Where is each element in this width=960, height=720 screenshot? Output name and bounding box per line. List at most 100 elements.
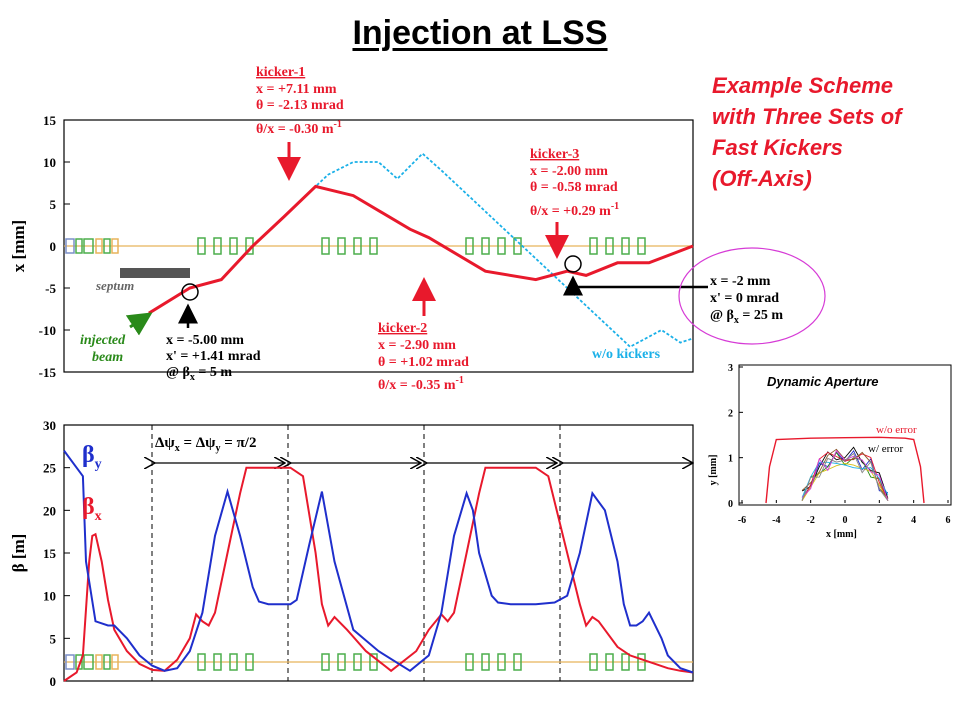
injection-point-text: x = -5.00 mm x' = +1.41 mrad @ βx = 5 m: [166, 333, 261, 383]
y-tick-label: 20: [43, 503, 56, 518]
legend-beta-x: βx: [82, 494, 102, 524]
kicker-1-name: kicker-1: [256, 65, 305, 80]
y-tick-label: 10: [43, 589, 56, 604]
dynamic-aperture-inset: Dynamic Aperture -6 -4 -2 0 2 4 6 0 1 2 3 x [mm] y…: [708, 363, 952, 540]
inj-xp: x' = +1.41 mrad: [166, 349, 261, 364]
da-title: Dynamic Aperture: [767, 374, 879, 389]
scheme-line: with Three Sets of: [712, 104, 902, 129]
kicker-1-label: kicker-1 x = +7.11 mm θ = -2.13 mrad θ/x…: [256, 65, 344, 137]
kicker-3-ratio: θ/x = +0.29 m-1: [530, 201, 619, 219]
kicker-3-theta: θ = -0.58 mrad: [530, 180, 618, 195]
orbit-kicked-line: [148, 184, 694, 315]
magnet: [497, 653, 506, 671]
septum-label: septum: [95, 278, 134, 293]
magnet: [621, 653, 630, 671]
scheme-description: Example Scheme with Three Sets of Fast K…: [712, 70, 952, 194]
beta-y-label: β [m]: [9, 534, 28, 573]
magnet: [111, 238, 119, 254]
da-x-tick-label: 0: [843, 515, 848, 526]
da-seed-line: [801, 452, 889, 501]
inj-beta: @ βx = 5 m: [166, 365, 232, 383]
magnet: [481, 237, 490, 255]
da-y-tick-label: 0: [728, 499, 733, 510]
y-tick-label: -10: [39, 323, 56, 338]
y-tick-label: 0: [50, 674, 57, 689]
target-point-text: x = -2 mm x' = 0 mrad @ βx = 25 m: [710, 274, 783, 326]
da-curves: [765, 436, 925, 504]
da-label-no-error: w/o error: [876, 424, 917, 436]
legend-beta-y: βy: [82, 442, 102, 472]
magnet: [95, 654, 103, 670]
magnet: [465, 653, 474, 671]
target-xp: x' = 0 mrad: [710, 291, 779, 306]
magnet: [353, 237, 362, 255]
beta-panel: 30 25 20 15 10 5 0 β [m] Δψx = Δψy = π/2 βy βx: [9, 418, 693, 689]
target-highlight-ellipse: [678, 247, 826, 345]
magnet: [103, 654, 111, 670]
magnet: [65, 238, 75, 254]
magnet: [83, 238, 94, 254]
kicker-2-name: kicker-2: [378, 321, 427, 336]
beta-y-line: [63, 450, 694, 674]
injected-beam-arrow: [125, 312, 153, 336]
magnet: [637, 653, 646, 671]
target-x: x = -2 mm: [710, 274, 771, 289]
magnet: [111, 654, 119, 670]
orbit-curves: [148, 152, 694, 348]
y-tick-label: 10: [43, 155, 56, 170]
orbit-panel: 15 10 5 0 -5 -10 -15 x [mm] septum injected be…: [9, 65, 826, 393]
magnet: [229, 653, 238, 671]
y-tick-label: -5: [45, 281, 56, 296]
magnet: [197, 653, 206, 671]
kicker-3-label: kicker-3 x = -2.00 mm θ = -0.58 mrad θ/x…: [530, 147, 619, 219]
y-tick-label: 25: [43, 461, 57, 476]
period-dividers: [151, 425, 561, 681]
magnet: [229, 237, 238, 255]
da-x-tick-label: 4: [911, 515, 916, 526]
magnet: [605, 237, 614, 255]
phase-advance-label: Δψx = Δψy = π/2: [155, 435, 256, 454]
magnet: [621, 237, 630, 255]
magnet: [75, 654, 83, 670]
target-point-arrow: [563, 275, 708, 296]
da-label-with-error: w/ error: [868, 443, 903, 455]
da-axes: -6 -4 -2 0 2 4 6 0 1 2 3: [728, 363, 951, 526]
da-y-tick-label: 3: [728, 363, 733, 374]
magnet: [353, 653, 362, 671]
magnet: [95, 238, 103, 254]
magnet: [589, 237, 598, 255]
magnet: [637, 237, 646, 255]
magnet: [321, 653, 330, 671]
y-tick-label: 5: [50, 631, 57, 646]
da-x-tick-label: -6: [738, 515, 746, 526]
da-plot-frame: [738, 364, 952, 506]
y-tick-label: -15: [39, 365, 57, 380]
magnet: [213, 237, 222, 255]
magnet: [513, 237, 522, 255]
y-tick-label: 0: [50, 239, 57, 254]
page-title: Injection at LSS: [352, 14, 608, 52]
magnet: [83, 654, 94, 670]
magnet: [465, 237, 474, 255]
da-x-tick-label: 6: [946, 515, 951, 526]
beta-x-line: [63, 466, 694, 682]
magnet: [337, 237, 346, 255]
y-tick-label: 15: [43, 113, 57, 128]
kicker-2-theta: θ = +1.02 mrad: [378, 355, 469, 370]
kicker-1-theta: θ = -2.13 mrad: [256, 98, 344, 113]
y-tick-label: 30: [43, 418, 56, 433]
beta-y-axis: 30 25 20 15 10 5 0: [43, 418, 70, 689]
magnet: [497, 237, 506, 255]
da-y-label: y [mm]: [708, 455, 719, 486]
kicker-2-ratio: θ/x = -0.35 m-1: [378, 375, 464, 393]
no-kick-label: w/o kickers: [592, 347, 661, 362]
magnet: [589, 653, 598, 671]
magnet: [369, 237, 378, 255]
magnet: [65, 654, 75, 670]
magnet: [321, 237, 330, 255]
da-x-tick-label: -4: [772, 515, 780, 526]
injected-label-1: injected: [80, 333, 126, 348]
orbit-y-label: x [mm]: [9, 220, 28, 272]
magnet: [213, 653, 222, 671]
